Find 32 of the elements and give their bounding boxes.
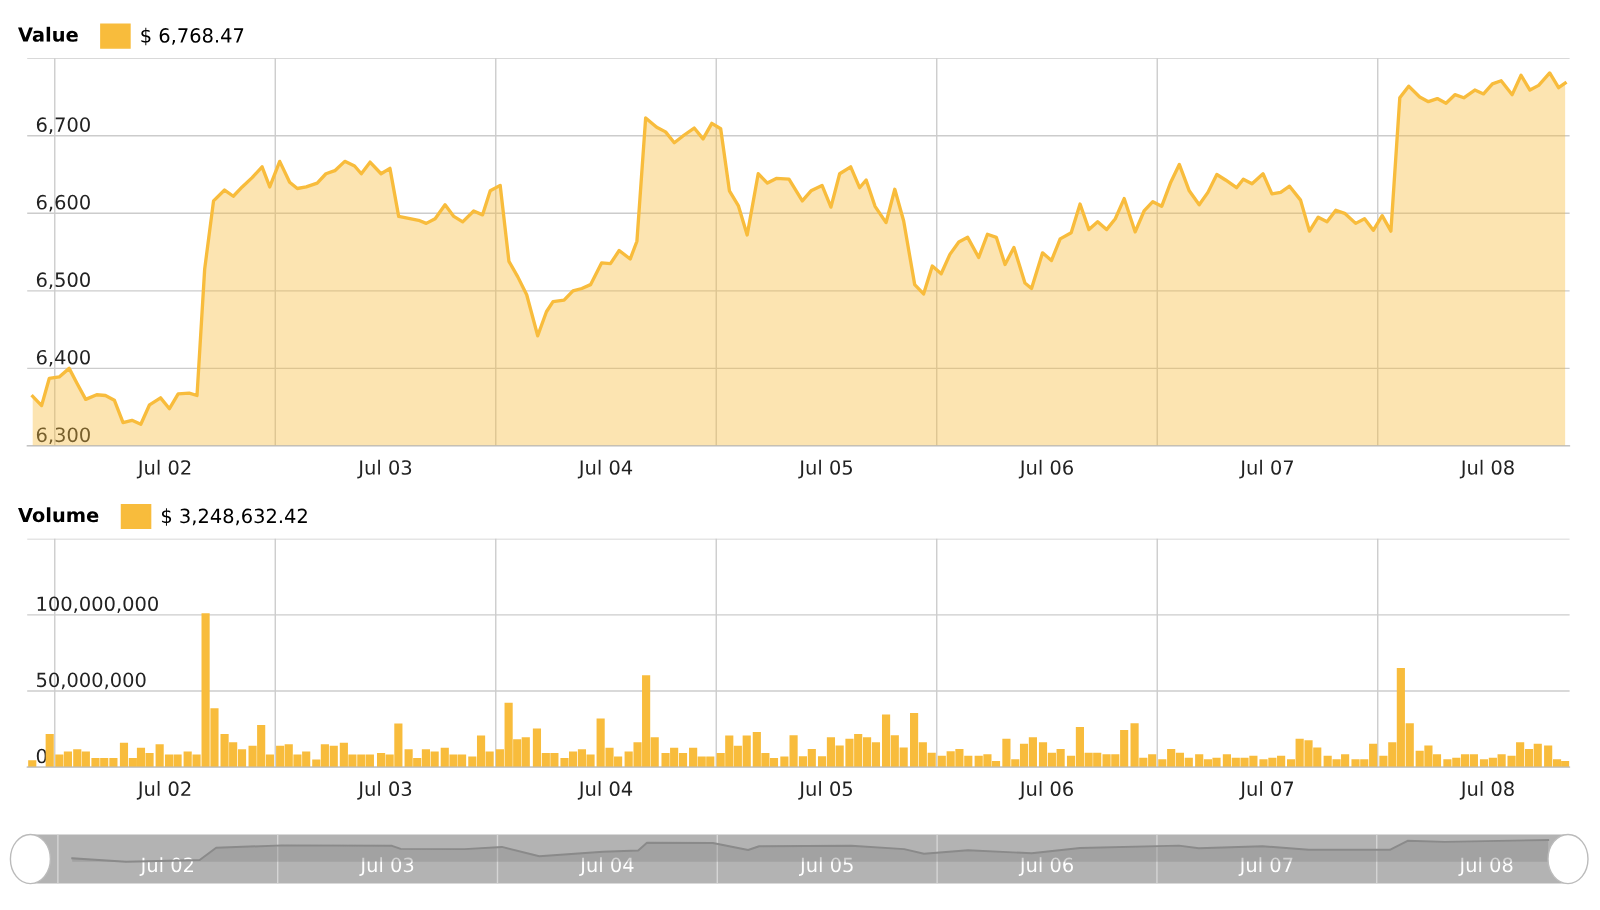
x-tick-label: Jul 05 (799, 857, 853, 876)
x-tick-label: Jul 06 (1018, 459, 1073, 479)
legend-label: $ 6,768.47 (141, 27, 244, 46)
y-tick-label: 100,000,000 (37, 596, 158, 614)
x-tick-label: Jul 03 (357, 459, 412, 479)
x-tick-label: Jul 02 (136, 459, 191, 479)
x-tick-label: Jul 08 (1459, 781, 1514, 800)
x-tick-label: Jul 02 (136, 781, 191, 800)
y-tick-label: 0 (36, 748, 47, 764)
y-tick-label: 6,600 (36, 194, 90, 212)
x-tick-label: Jul 03 (359, 857, 414, 876)
x-tick-label: Jul 04 (579, 857, 634, 876)
x-tick-label: Jul 04 (577, 781, 633, 800)
x-tick-label: Jul 06 (1018, 857, 1073, 876)
x-tick-label: Jul 08 (1459, 459, 1514, 479)
x-tick-label: Jul 07 (1238, 857, 1293, 876)
y-tick-label: 6,500 (36, 272, 90, 290)
y-tick-label: 6,700 (36, 117, 90, 134)
x-tick-label: Jul 06 (1018, 781, 1073, 800)
y-tick-label: 6,400 (36, 349, 90, 367)
x-tick-label: Jul 07 (1239, 781, 1294, 800)
x-tick-label: Jul 04 (577, 459, 633, 479)
y-tick-label: 6,300 (36, 427, 90, 445)
legend-label: $ 3,248,632.42 (161, 508, 307, 526)
x-tick-label: Jul 05 (798, 459, 852, 479)
chart-title: Value (18, 26, 78, 42)
y-tick-label: 50,000,000 (37, 672, 146, 690)
x-tick-label: Jul 03 (357, 781, 412, 800)
chart-title: Volume (18, 507, 99, 523)
x-tick-label: Jul 08 (1458, 857, 1513, 876)
x-tick-label: Jul 05 (798, 781, 852, 800)
x-tick-label: Jul 07 (1239, 459, 1294, 479)
